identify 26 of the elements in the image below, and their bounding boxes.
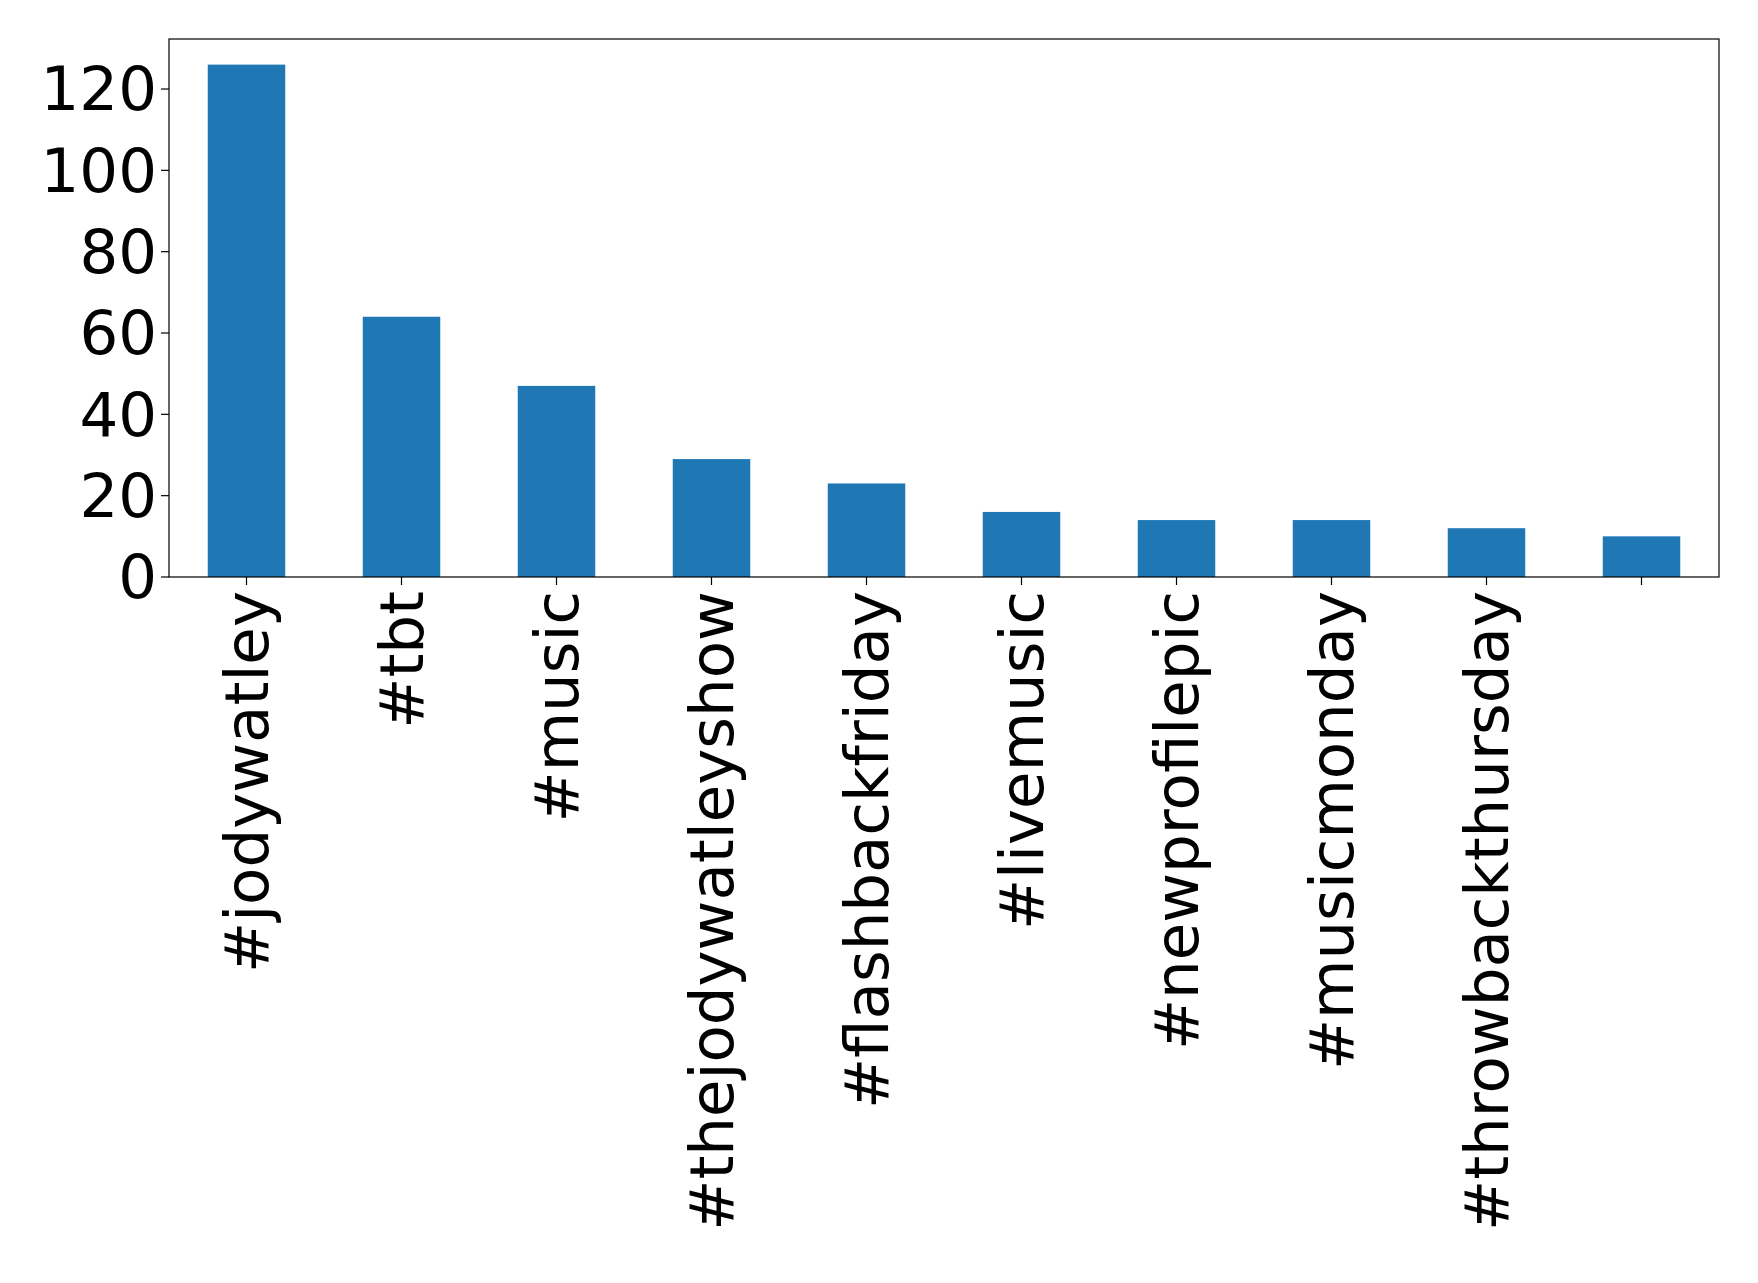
x-tick-label: #newprofilepic [1140, 591, 1212, 1051]
x-tick-label: #musicmonday [1295, 591, 1367, 1071]
x-tick-label: #tbt [365, 591, 437, 729]
bar [672, 459, 751, 577]
y-tick-label: 0 [118, 541, 157, 613]
bar [207, 64, 286, 577]
bar [517, 385, 596, 577]
y-tick-label: 100 [40, 134, 157, 206]
bar [362, 316, 441, 577]
bar [1447, 528, 1526, 577]
y-tick-label: 60 [79, 297, 157, 369]
bar [1292, 520, 1371, 577]
bar [1137, 520, 1216, 577]
y-tick-label: 80 [79, 216, 157, 288]
x-tick-label: #thejodywatleyshow [675, 591, 747, 1231]
x-tick-label: #jodywatley [210, 591, 282, 973]
x-tick-label: #flashbackfriday [830, 591, 902, 1110]
x-tick-label: #throwbackthursday [1450, 591, 1522, 1231]
bar [1602, 536, 1681, 577]
x-tick-label: #livemusic [985, 591, 1057, 930]
bar [982, 511, 1061, 577]
x-tick-label: #music [520, 591, 592, 823]
y-tick-label: 40 [79, 378, 157, 450]
bar [827, 483, 906, 577]
y-tick-label: 20 [79, 460, 157, 532]
y-tick-label: 120 [40, 53, 157, 125]
